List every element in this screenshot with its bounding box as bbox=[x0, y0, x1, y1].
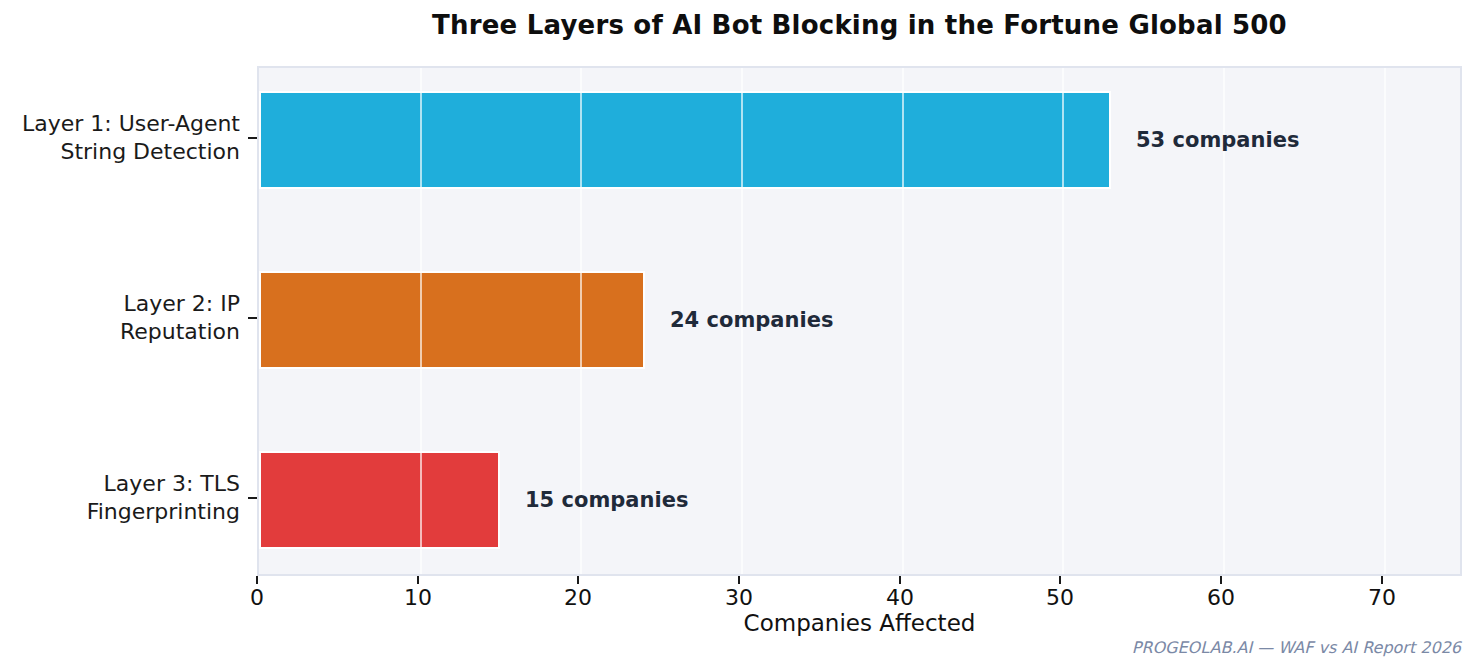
x-tick-20 bbox=[577, 576, 579, 584]
bar-1 bbox=[259, 91, 1111, 189]
gridline-x-40 bbox=[902, 68, 904, 574]
gridline-x-70 bbox=[1384, 68, 1386, 574]
bar-2 bbox=[259, 271, 645, 369]
y-tick-2 bbox=[248, 317, 257, 319]
x-tick-30 bbox=[738, 576, 740, 584]
value-label-1: 53 companies bbox=[1136, 128, 1299, 152]
value-label-3: 15 companies bbox=[525, 488, 688, 512]
x-tick-0 bbox=[256, 576, 258, 584]
x-tick-label-30: 30 bbox=[694, 585, 784, 610]
x-tick-10 bbox=[417, 576, 419, 584]
source-attribution: PROGEOLAB.AI — WAF vs AI Report 2026 bbox=[1132, 638, 1461, 657]
x-tick-label-60: 60 bbox=[1176, 585, 1266, 610]
bar-chart-figure: Three Layers of AI Bot Blocking in the F… bbox=[0, 0, 1479, 672]
category-label-1: Layer 1: User-AgentString Detection bbox=[0, 110, 240, 166]
y-tick-1 bbox=[248, 137, 257, 139]
x-tick-70 bbox=[1381, 576, 1383, 584]
x-tick-label-40: 40 bbox=[855, 585, 945, 610]
x-tick-label-70: 70 bbox=[1337, 585, 1427, 610]
gridline-x-50 bbox=[1062, 68, 1064, 574]
x-axis-label: Companies Affected bbox=[257, 610, 1462, 636]
category-label-3: Layer 3: TLSFingerprinting bbox=[0, 470, 240, 526]
chart-title: Three Layers of AI Bot Blocking in the F… bbox=[257, 10, 1462, 40]
category-label-2: Layer 2: IPReputation bbox=[0, 290, 240, 346]
bar-3 bbox=[259, 451, 500, 549]
x-tick-label-50: 50 bbox=[1015, 585, 1105, 610]
x-tick-60 bbox=[1220, 576, 1222, 584]
x-tick-40 bbox=[899, 576, 901, 584]
gridline-x-10 bbox=[420, 68, 422, 574]
y-tick-3 bbox=[248, 497, 257, 499]
plot-area: 53 companies 24 companies 15 companies bbox=[257, 66, 1462, 576]
x-tick-label-20: 20 bbox=[533, 585, 623, 610]
x-tick-label-10: 10 bbox=[373, 585, 463, 610]
x-tick-50 bbox=[1059, 576, 1061, 584]
x-tick-label-0: 0 bbox=[212, 585, 302, 610]
value-label-2: 24 companies bbox=[670, 308, 833, 332]
